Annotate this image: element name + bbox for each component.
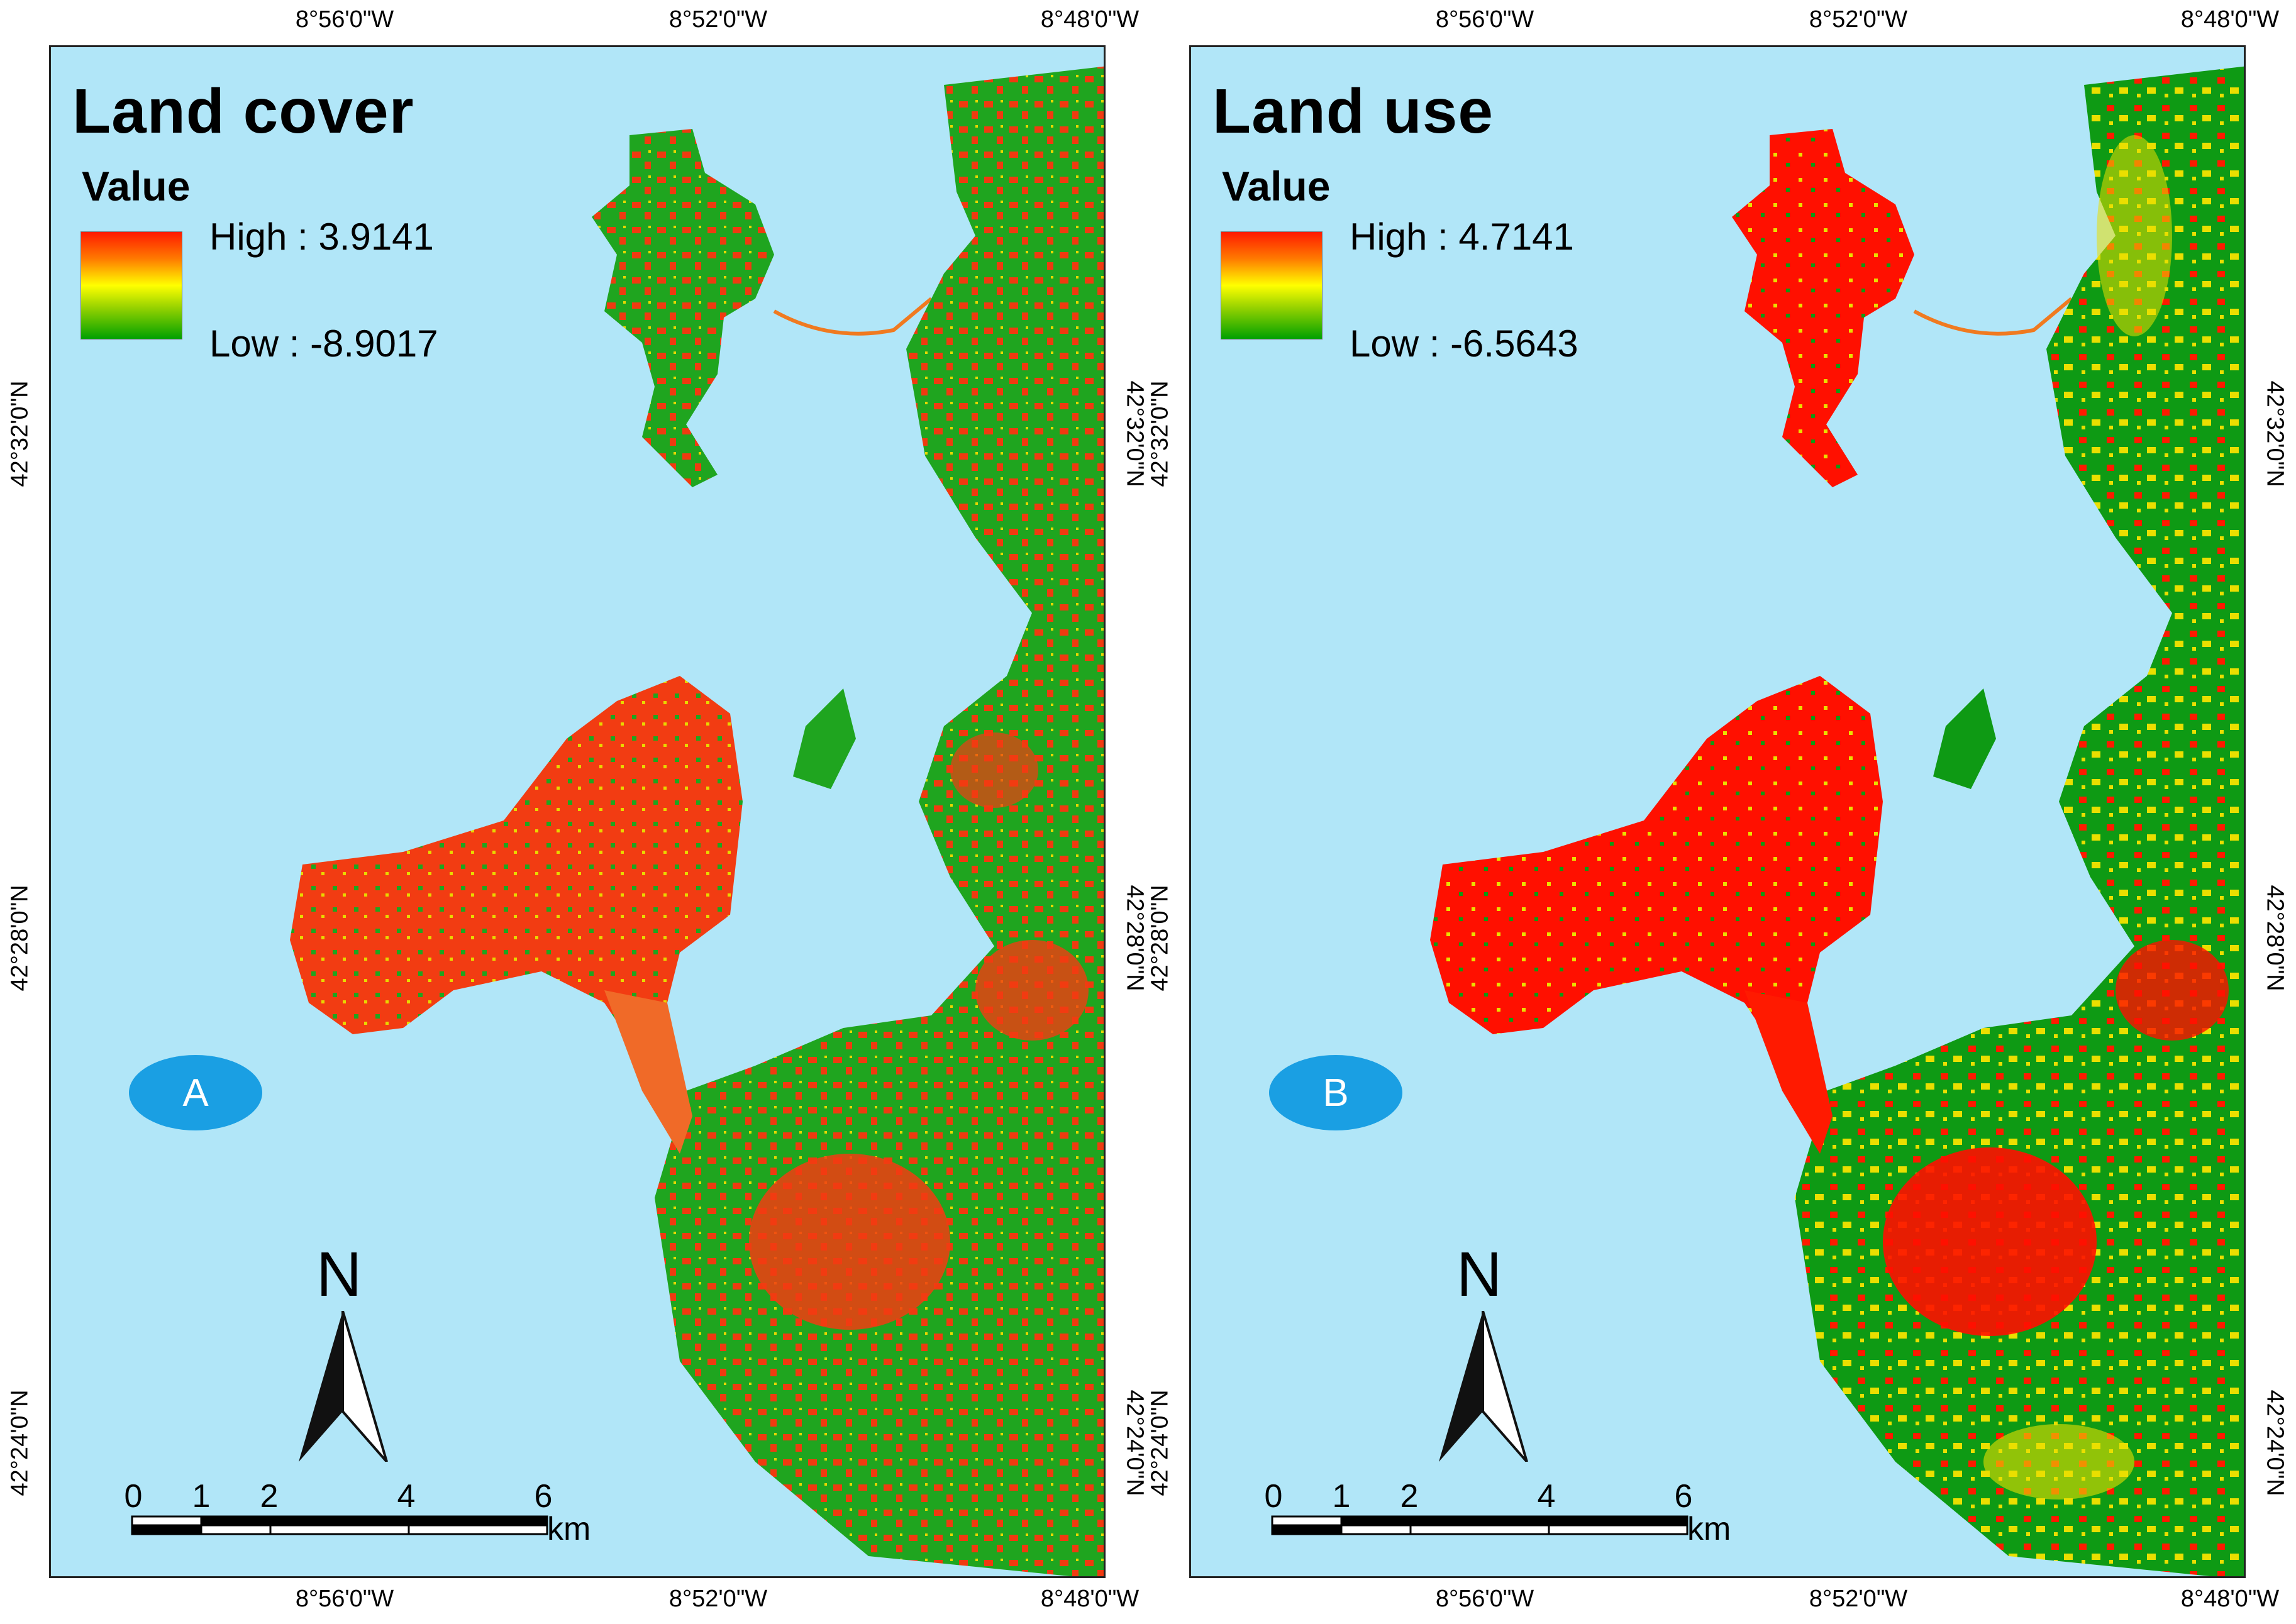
top-lon-tick-3: 8°48'0"W [2180,6,2280,33]
left-lat-tick-2: 42°28'0"N [6,885,33,992]
land-raster-map [1430,66,2244,1576]
top-lon-tick-3: 8°48'0"W [1040,6,1140,33]
left-lat-tick-3: 42°24'0"N [1146,1389,1173,1496]
scale-label-0: 0 [124,1478,143,1515]
top-lon-tick-1: 8°56'0"W [295,6,394,33]
north-label: N [1456,1239,1502,1310]
scale-label-6: 6 [534,1478,553,1515]
scale-unit: km [547,1511,591,1547]
right-lat-tick-3: 42°24'0"N [2261,1389,2288,1496]
bottom-lon-tick-3: 8°48'0"W [1040,1586,1140,1612]
map-frame [49,45,1106,1578]
bottom-lon-tick-2: 8°52'0"W [1809,1586,1908,1612]
scale-bar [1271,1515,1689,1535]
north-arrow-icon [1439,1311,1528,1462]
panel-land-use: 8°56'0"W 8°52'0"W 8°48'0"W [1140,0,2288,1624]
scale-label-1: 1 [192,1478,211,1515]
panel-land-cover: 8°56'0"W 8°52'0"W 8°48'0"W [0,0,1148,1624]
islet [1933,688,1996,789]
map-title: Land use [1212,76,1494,146]
scale-label-4: 4 [397,1478,416,1515]
north-island [592,129,774,487]
scale-label-4: 4 [1537,1478,1556,1515]
legend-value-label: Value [82,163,191,209]
scale-label-1: 1 [1332,1478,1351,1515]
scale-bar [131,1515,548,1535]
left-lat-tick-1: 42°32'0"N [1146,380,1173,487]
top-lon-tick-2: 8°52'0"W [1809,6,1908,33]
land-raster-map [290,66,1104,1576]
isthmus [1744,990,1833,1154]
islet [793,688,856,789]
right-lat-tick-1: 42°32'0"N [2261,380,2288,487]
panel-badge: B [1269,1055,1402,1130]
bridge [1913,297,2073,336]
right-lat-tick-2: 42°28'0"N [2261,885,2288,992]
scale-label-2: 2 [1400,1478,1419,1515]
legend-color-ramp [80,231,182,340]
north-island [1732,129,1914,487]
north-label: N [316,1239,362,1310]
bottom-lon-tick-1: 8°56'0"W [1435,1586,1534,1612]
bridge [773,297,933,336]
scale-label-2: 2 [260,1478,279,1515]
legend-low-label: Low : -8.9017 [209,323,438,365]
scale-label-6: 6 [1674,1478,1693,1515]
panel-badge: A [129,1055,262,1130]
scale-label-0: 0 [1264,1478,1283,1515]
map-title: Land cover [72,76,414,146]
north-arrow-icon [299,1311,388,1462]
top-lon-tick-1: 8°56'0"W [1435,6,1534,33]
top-lon-tick-2: 8°52'0"W [668,6,768,33]
map-frame [1189,45,2246,1578]
legend-high-label: High : 3.9141 [209,216,434,258]
legend-low-label: Low : -6.5643 [1350,323,1578,365]
bottom-lon-tick-1: 8°56'0"W [295,1586,394,1612]
legend-value-label: Value [1222,163,1331,209]
legend-high-label: High : 4.7141 [1350,216,1574,258]
left-lat-tick-2: 42°28'0"N [1146,885,1173,992]
bottom-lon-tick-3: 8°48'0"W [2180,1586,2280,1612]
left-lat-tick-1: 42°32'0"N [6,380,33,487]
legend-color-ramp [1221,231,1323,340]
isthmus [604,990,692,1154]
left-lat-tick-3: 42°24'0"N [6,1389,33,1496]
bottom-lon-tick-2: 8°52'0"W [668,1586,768,1612]
scale-unit: km [1687,1511,1731,1547]
